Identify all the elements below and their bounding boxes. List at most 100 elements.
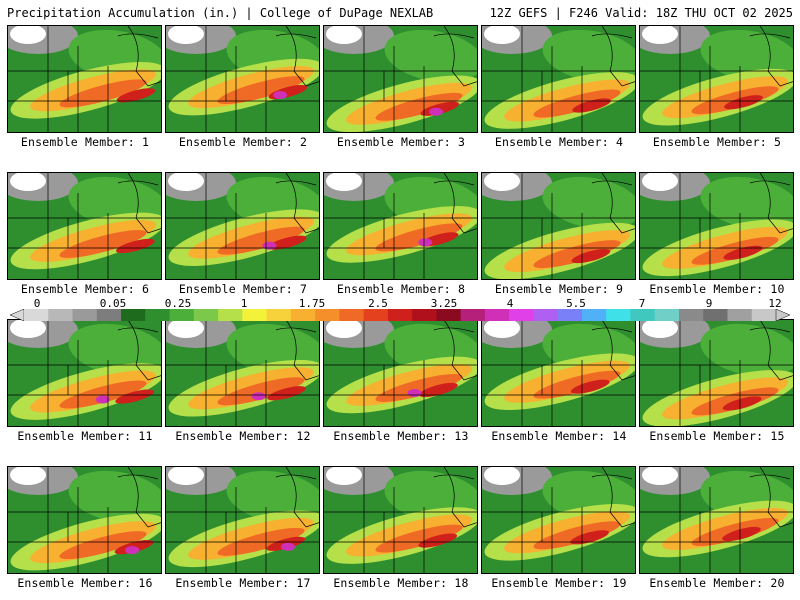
state-border (275, 180, 317, 186)
precip-field (542, 176, 635, 230)
precip-field (642, 320, 678, 338)
ensemble-panel (639, 172, 794, 280)
colorbar-label: 4 (506, 297, 514, 310)
colorbar-swatch (145, 309, 171, 321)
precip-map (8, 467, 161, 573)
state-border (443, 320, 477, 381)
member-caption: Ensemble Member: 16 (17, 576, 153, 590)
colorbar-swatch (315, 309, 340, 321)
ensemble-panel (323, 466, 478, 574)
colorbar: 0 0.05 0.25 1 1.75 2.5 3.25 4 5.5 7 9 12 (10, 297, 790, 321)
state-border (117, 474, 159, 480)
ensemble-panel (165, 172, 320, 280)
precip-field (226, 470, 319, 524)
precip-field (384, 29, 477, 83)
ensemble-panel (323, 172, 478, 280)
state-border (601, 173, 635, 234)
precip-map (8, 320, 161, 426)
ensemble-panel (7, 25, 162, 133)
precip-field (168, 467, 204, 485)
state-border (433, 474, 475, 480)
header: Precipitation Accumulation (in.) | Colle… (7, 6, 793, 22)
colorbar-swatch (48, 309, 74, 321)
precip-field (10, 26, 46, 44)
state-border (117, 33, 159, 39)
ensemble-panel (639, 25, 794, 133)
colorbar-swatch (193, 309, 219, 321)
precip-field (267, 386, 306, 401)
precip-map (166, 26, 319, 132)
member-caption: Ensemble Member: 4 (494, 135, 624, 149)
member-caption: Ensemble Member: 12 (175, 429, 311, 443)
member-caption: Ensemble Member: 10 (649, 282, 785, 296)
ensemble-panel (7, 466, 162, 574)
precip-field (722, 396, 762, 411)
member-caption: Ensemble Member: 7 (178, 282, 308, 296)
precip-field (59, 79, 147, 108)
state-border (591, 180, 633, 186)
precip-field (10, 320, 46, 338)
ensemble-panel (323, 319, 478, 427)
precip-field (484, 26, 520, 44)
colorbar-swatch (387, 309, 413, 321)
colorbar-swatch (218, 309, 243, 321)
run-info: 12Z GEFS | F246 Valid: 18Z THU OCT 02 20… (489, 6, 793, 20)
member-caption: Ensemble Member: 9 (494, 282, 624, 296)
precip-field (280, 542, 295, 551)
state-border (759, 320, 793, 381)
state-border (117, 180, 159, 186)
precip-field (484, 320, 520, 338)
member-caption: Ensemble Member: 14 (491, 429, 627, 443)
state-border (127, 173, 161, 234)
ensemble-panel (481, 319, 636, 427)
colorbar-label: 9 (705, 297, 713, 310)
precip-field (407, 388, 422, 397)
ensemble-panel (7, 319, 162, 427)
state-border (601, 467, 635, 528)
colorbar-swatch (363, 309, 389, 321)
precip-field (115, 389, 155, 404)
colorbar-swatch (703, 309, 728, 321)
colorbar-swatch (606, 309, 631, 321)
state-border (285, 467, 319, 528)
member-caption: Ensemble Member: 5 (652, 135, 782, 149)
ensemble-panel (481, 172, 636, 280)
colorbar-label: 5.5 (566, 297, 586, 310)
precip-field (533, 240, 621, 269)
precip-map (640, 173, 793, 279)
precip-field (724, 95, 763, 110)
precip-field (168, 173, 204, 191)
colorbar-swatch (121, 309, 146, 321)
precip-field (642, 26, 678, 44)
precip-field (217, 226, 305, 255)
precip-field (533, 370, 621, 399)
state-border (117, 327, 159, 333)
precip-field (267, 235, 307, 250)
precip-map (482, 467, 635, 573)
colorbar-swatch (460, 309, 486, 321)
colorbar-label: 1.75 (298, 297, 326, 310)
colorbar-swatch (751, 309, 777, 321)
colorbar-right-arrow (775, 309, 790, 321)
colorbar-swatch (266, 309, 292, 321)
state-border (127, 26, 161, 87)
precip-field (326, 467, 362, 485)
state-border (127, 320, 161, 381)
precip-field (95, 395, 110, 404)
state-border (591, 327, 633, 333)
state-border (759, 26, 793, 87)
precip-map (640, 467, 793, 573)
precip-field (116, 88, 156, 103)
state-border (433, 180, 475, 186)
precip-map (166, 173, 319, 279)
member-caption: Ensemble Member: 11 (17, 429, 153, 443)
precip-field (59, 531, 147, 560)
precip-field (217, 377, 305, 406)
precip-field (217, 76, 305, 105)
precip-map (8, 173, 161, 279)
precip-field (723, 245, 763, 260)
precip-field (10, 173, 46, 191)
chart-title: Precipitation Accumulation (in.) | Colle… (7, 6, 434, 20)
precip-map (166, 320, 319, 426)
colorbar-swatch (727, 309, 753, 321)
